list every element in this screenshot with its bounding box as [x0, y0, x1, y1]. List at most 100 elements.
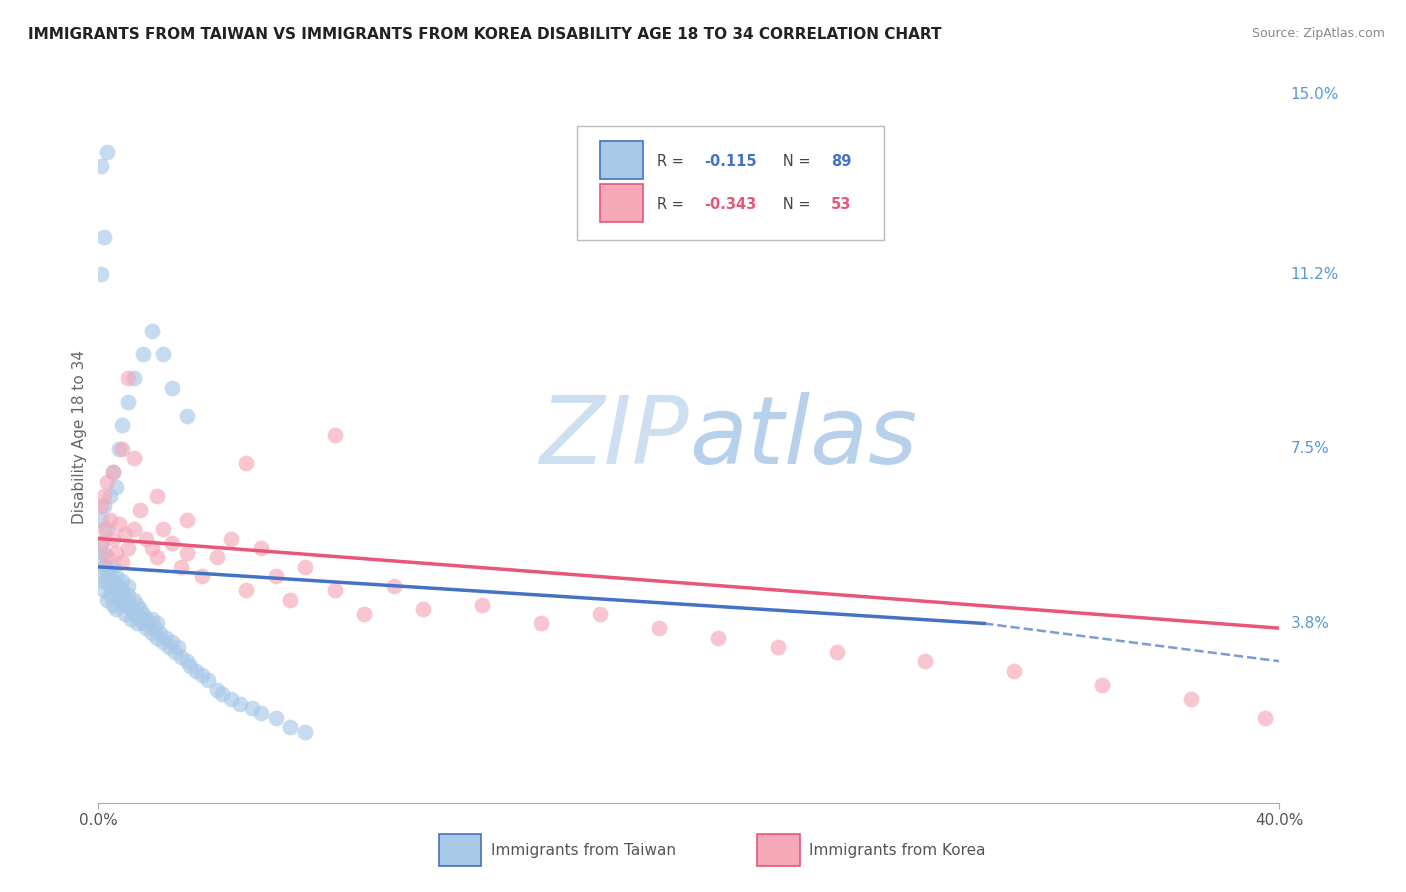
- Point: [323, 583, 346, 598]
- Point: [250, 541, 273, 555]
- Point: [96, 550, 118, 565]
- Point: [294, 725, 316, 739]
- Point: [96, 593, 118, 607]
- Point: [96, 522, 118, 536]
- Point: [90, 513, 112, 527]
- Point: [122, 522, 145, 536]
- Point: [111, 598, 134, 612]
- Point: [108, 517, 131, 532]
- Point: [90, 267, 112, 281]
- Point: [146, 616, 169, 631]
- Point: [250, 706, 273, 720]
- Point: [294, 559, 316, 574]
- Point: [162, 380, 183, 394]
- FancyBboxPatch shape: [439, 834, 481, 866]
- Point: [93, 522, 115, 536]
- Point: [589, 607, 612, 621]
- Point: [111, 418, 134, 433]
- Point: [98, 579, 121, 593]
- Point: [114, 607, 136, 621]
- Point: [205, 682, 228, 697]
- Point: [1254, 711, 1277, 725]
- Point: [120, 602, 142, 616]
- Text: R =: R =: [657, 153, 693, 169]
- Point: [382, 579, 405, 593]
- Point: [141, 626, 163, 640]
- Point: [135, 612, 157, 626]
- Point: [103, 532, 125, 546]
- Point: [128, 602, 150, 616]
- Point: [135, 621, 157, 635]
- Point: [132, 607, 155, 621]
- Point: [412, 602, 434, 616]
- Text: N =: N =: [769, 197, 815, 212]
- Point: [170, 559, 193, 574]
- Point: [117, 598, 139, 612]
- Point: [135, 532, 157, 546]
- Point: [96, 475, 118, 489]
- Point: [530, 616, 553, 631]
- Point: [108, 593, 131, 607]
- Text: R =: R =: [657, 197, 693, 212]
- Point: [122, 593, 145, 607]
- Point: [98, 489, 121, 503]
- Text: 7.5%: 7.5%: [1291, 442, 1329, 457]
- Point: [114, 593, 136, 607]
- Point: [184, 664, 207, 678]
- Text: 3.8%: 3.8%: [1291, 616, 1330, 631]
- Point: [93, 574, 115, 588]
- Point: [108, 588, 131, 602]
- Point: [90, 550, 112, 565]
- Point: [128, 503, 150, 517]
- Point: [98, 588, 121, 602]
- Text: Immigrants from Korea: Immigrants from Korea: [810, 843, 986, 858]
- Point: [128, 612, 150, 626]
- Text: 11.2%: 11.2%: [1291, 267, 1339, 282]
- Point: [93, 489, 115, 503]
- Text: Source: ZipAtlas.com: Source: ZipAtlas.com: [1251, 27, 1385, 40]
- Point: [152, 347, 174, 361]
- Point: [141, 612, 163, 626]
- Point: [240, 701, 263, 715]
- Point: [323, 427, 346, 442]
- Point: [111, 555, 134, 569]
- Point: [132, 347, 155, 361]
- Point: [103, 466, 125, 480]
- Point: [141, 541, 163, 555]
- Point: [211, 687, 233, 701]
- Point: [648, 621, 671, 635]
- Text: -0.115: -0.115: [704, 153, 756, 169]
- Point: [167, 640, 190, 654]
- Point: [471, 598, 494, 612]
- Point: [122, 371, 145, 385]
- Point: [103, 466, 125, 480]
- Point: [229, 697, 252, 711]
- Point: [766, 640, 789, 654]
- Point: [221, 532, 243, 546]
- Point: [93, 546, 115, 560]
- Point: [103, 559, 125, 574]
- Point: [117, 541, 139, 555]
- Point: [170, 649, 193, 664]
- Point: [111, 583, 134, 598]
- Point: [176, 546, 198, 560]
- Text: ZIP: ZIP: [540, 392, 689, 483]
- Point: [179, 659, 201, 673]
- Point: [117, 371, 139, 385]
- Point: [125, 616, 148, 631]
- Point: [191, 569, 214, 583]
- Point: [149, 626, 172, 640]
- Point: [264, 569, 287, 583]
- Point: [162, 635, 183, 649]
- Point: [1091, 678, 1114, 692]
- Text: 15.0%: 15.0%: [1291, 87, 1339, 103]
- Point: [1180, 692, 1202, 706]
- Point: [155, 631, 177, 645]
- Point: [90, 536, 112, 550]
- Point: [138, 616, 160, 631]
- Point: [280, 720, 302, 734]
- Point: [122, 451, 145, 466]
- Point: [165, 645, 187, 659]
- Point: [117, 394, 139, 409]
- Point: [176, 513, 198, 527]
